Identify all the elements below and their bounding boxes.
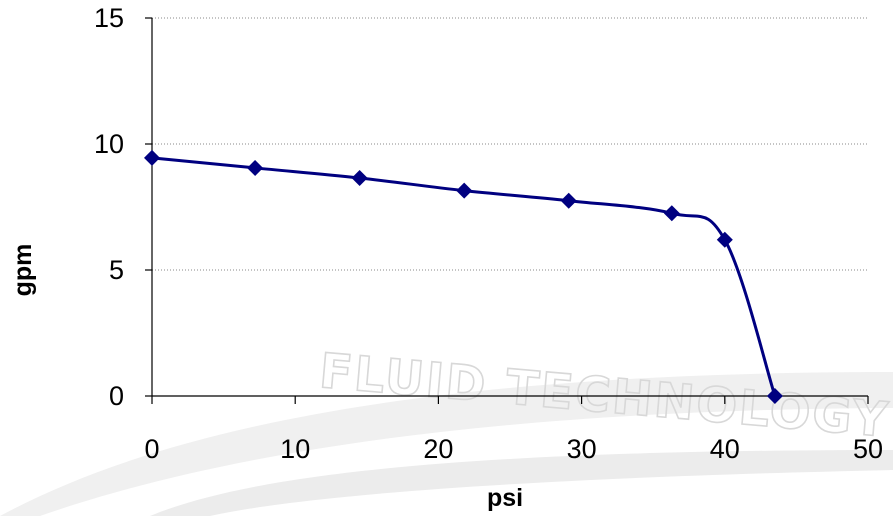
data-point-marker bbox=[351, 170, 368, 187]
y-tick-label: 5 bbox=[109, 255, 124, 285]
y-tick-labels: 0 5 10 15 bbox=[94, 3, 124, 411]
data-point-marker bbox=[247, 159, 264, 176]
data-point-marker bbox=[456, 182, 473, 199]
x-tick-label: 10 bbox=[280, 434, 310, 464]
x-tick-label: 0 bbox=[144, 434, 159, 464]
gridlines bbox=[152, 17, 868, 271]
data-point-marker bbox=[560, 192, 577, 209]
axes bbox=[151, 18, 868, 397]
data-point-marker bbox=[716, 231, 733, 248]
data-point-marker bbox=[144, 149, 160, 166]
data-point-marker bbox=[663, 205, 680, 222]
x-tick-label: 30 bbox=[567, 434, 597, 464]
x-tick-labels: 0 10 20 30 40 50 bbox=[144, 434, 883, 464]
data-markers bbox=[144, 149, 783, 404]
data-point-marker bbox=[766, 388, 783, 404]
tick-marks bbox=[145, 17, 869, 404]
watermark-logo: FLUID TECHNOLOGY bbox=[0, 342, 893, 516]
x-tick-label: 20 bbox=[423, 434, 453, 464]
y-tick-label: 0 bbox=[109, 381, 124, 411]
x-tick-label: 40 bbox=[710, 434, 740, 464]
x-axis-title: psi bbox=[487, 484, 523, 512]
y-tick-label: 15 bbox=[94, 3, 124, 33]
x-tick-label: 50 bbox=[853, 434, 883, 464]
y-axis-title: gpm bbox=[9, 244, 37, 297]
y-tick-label: 10 bbox=[94, 129, 124, 159]
